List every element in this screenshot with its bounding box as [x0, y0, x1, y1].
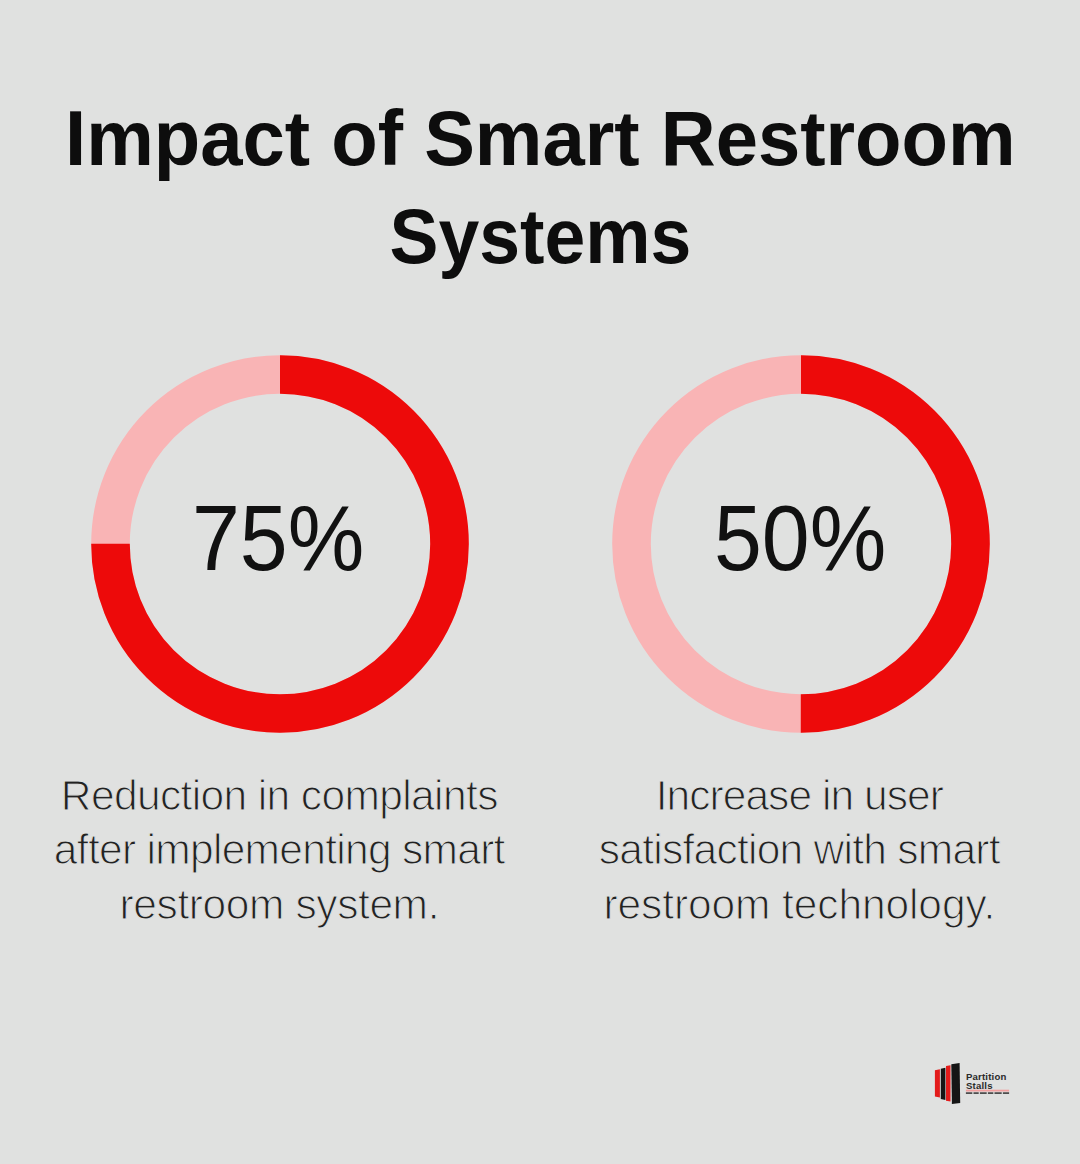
svg-text:Stalls: Stalls: [966, 1080, 993, 1091]
